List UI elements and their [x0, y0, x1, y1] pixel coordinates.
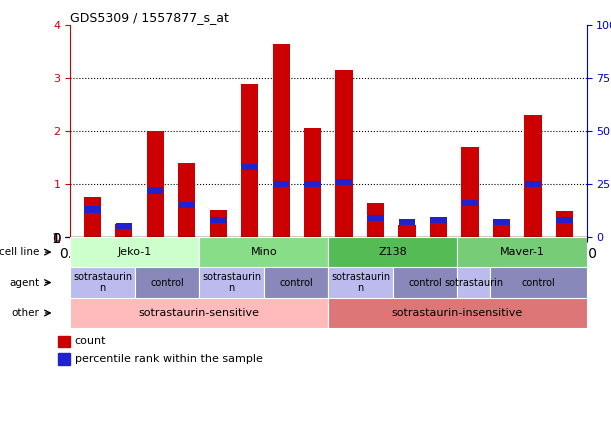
Bar: [458, 267, 490, 298]
Bar: [329, 237, 458, 267]
Bar: [147, 131, 164, 237]
Text: GDS5309 / 1557877_s_at: GDS5309 / 1557877_s_at: [70, 11, 229, 24]
Bar: [84, 206, 101, 213]
Text: other: other: [12, 308, 39, 318]
Bar: [490, 267, 587, 298]
Bar: [199, 267, 264, 298]
Bar: [461, 147, 479, 237]
Text: sotrastaurin
n: sotrastaurin n: [73, 272, 132, 294]
Text: control: control: [150, 277, 184, 288]
Bar: [458, 237, 587, 267]
Bar: [367, 215, 384, 221]
Bar: [493, 220, 510, 237]
Bar: [115, 224, 133, 237]
Bar: [70, 298, 329, 328]
Bar: [210, 211, 227, 237]
Bar: [462, 200, 478, 206]
Text: Mino: Mino: [251, 247, 277, 257]
Text: cell line: cell line: [0, 247, 39, 257]
Bar: [367, 203, 384, 237]
Bar: [524, 115, 542, 237]
Text: count: count: [75, 336, 106, 346]
Bar: [178, 202, 195, 209]
Bar: [398, 225, 415, 237]
Bar: [430, 217, 447, 223]
Bar: [241, 164, 258, 170]
Bar: [329, 298, 587, 328]
Text: Z138: Z138: [379, 247, 408, 257]
Text: Jeko-1: Jeko-1: [118, 247, 152, 257]
Bar: [58, 354, 70, 365]
Text: sotrastaurin
n: sotrastaurin n: [331, 272, 390, 294]
Text: Maver-1: Maver-1: [500, 247, 544, 257]
Bar: [70, 267, 135, 298]
Bar: [304, 129, 321, 237]
Bar: [135, 267, 199, 298]
Bar: [393, 267, 458, 298]
Bar: [199, 237, 329, 267]
Bar: [84, 197, 101, 237]
Text: control: control: [521, 277, 555, 288]
Bar: [147, 187, 164, 194]
Text: percentile rank within the sample: percentile rank within the sample: [75, 354, 263, 364]
Text: sotrastaurin-sensitive: sotrastaurin-sensitive: [139, 308, 260, 318]
Text: sotrastaurin
n: sotrastaurin n: [202, 272, 261, 294]
Bar: [304, 181, 321, 187]
Text: sotrastaurin: sotrastaurin: [444, 277, 503, 288]
Bar: [273, 44, 290, 237]
Bar: [335, 70, 353, 237]
Bar: [273, 181, 290, 187]
Bar: [336, 179, 353, 185]
Bar: [329, 267, 393, 298]
Bar: [241, 84, 258, 237]
Bar: [556, 212, 573, 237]
Bar: [556, 217, 573, 223]
Bar: [178, 163, 196, 237]
Bar: [115, 223, 132, 229]
Bar: [430, 220, 447, 237]
Text: sotrastaurin-insensitive: sotrastaurin-insensitive: [392, 308, 523, 318]
Bar: [70, 237, 199, 267]
Text: control: control: [408, 277, 442, 288]
Bar: [210, 217, 227, 223]
Text: agent: agent: [9, 277, 39, 288]
Text: control: control: [279, 277, 313, 288]
Bar: [399, 219, 415, 225]
Bar: [58, 335, 70, 347]
Bar: [525, 181, 541, 187]
Bar: [264, 267, 329, 298]
Bar: [493, 219, 510, 225]
